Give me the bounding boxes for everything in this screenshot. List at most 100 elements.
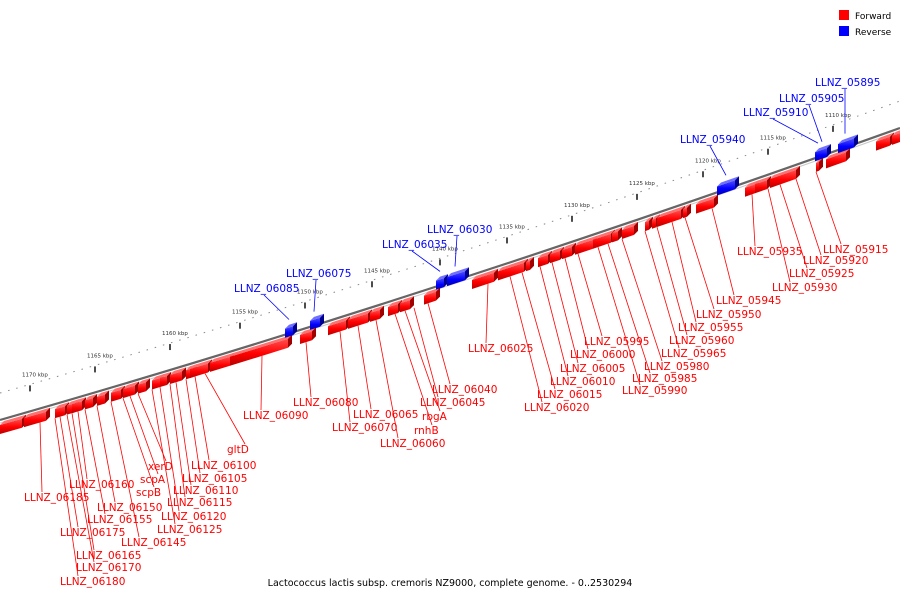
forward-gene-block[interactable] [138,378,150,394]
forward-gene-block[interactable] [348,309,372,329]
forward-gene-block[interactable] [683,203,691,219]
gene-label[interactable]: gltD [227,444,249,456]
gene-label[interactable]: LLNZ_06175 [60,527,125,539]
gene-label[interactable]: LLNZ_05980 [644,361,709,373]
gene-top [622,221,638,230]
forward-gene-block[interactable] [892,129,900,145]
gene-label[interactable]: rbgA [422,411,448,423]
gene-label[interactable]: LLNZ_06025 [468,343,533,355]
forward-gene-block[interactable] [826,148,850,169]
label-leader-line [39,422,43,493]
forward-gene-block[interactable] [230,334,292,366]
gene-label[interactable]: LLNZ_05945 [716,295,781,307]
gene-label[interactable]: LLNZ_06005 [560,363,625,375]
gene-label[interactable]: LLNZ_06090 [243,410,308,422]
reverse-gene-block[interactable] [838,134,858,154]
reverse-gene-block[interactable] [310,313,324,330]
forward-gene-block[interactable] [400,296,414,313]
label-leader-line [772,118,819,144]
gene-label[interactable]: LLNZ_06150 [97,502,162,514]
gene-label[interactable]: LLNZ_06010 [550,376,615,388]
gene-label[interactable]: LLNZ_06105 [182,473,247,485]
forward-gene-block[interactable] [300,327,316,345]
gene-label[interactable]: LLNZ_05940 [680,134,745,146]
forward-gene-block[interactable] [85,394,97,410]
gene-label[interactable]: LLNZ_06045 [420,397,485,409]
forward-gene-block[interactable] [0,414,26,434]
gene-label[interactable]: LLNZ_05995 [584,336,649,348]
gene-face [717,180,735,196]
reverse-gene-block[interactable] [436,274,448,290]
gene-label[interactable]: LLNZ_05950 [696,309,761,321]
forward-gene-block[interactable] [97,390,109,406]
scale-ruler [0,100,900,394]
gene-label[interactable]: LLNZ_06185 [24,492,89,504]
forward-gene-block[interactable] [370,305,384,322]
gene-label[interactable]: scpB [136,487,161,499]
gene-label[interactable]: scpA [140,474,166,486]
gene-label[interactable]: LLNZ_06070 [332,422,397,434]
gene-label[interactable]: LLNZ_06125 [157,524,222,536]
forward-gene-block[interactable] [24,407,50,428]
gene-label[interactable]: LLNZ_05905 [779,93,844,105]
gene-label[interactable]: LLNZ_06030 [427,224,492,236]
gene-label[interactable]: LLNZ_06110 [173,485,238,497]
forward-gene-block[interactable] [816,157,823,172]
gene-label[interactable]: xerD [148,461,173,473]
reverse-gene-block[interactable] [815,143,831,162]
forward-gene-block[interactable] [645,216,653,232]
forward-gene-block[interactable] [472,268,498,289]
gene-top [85,394,97,401]
gene-label[interactable]: LLNZ_06165 [76,550,141,562]
gene-label[interactable]: LLNZ_05930 [772,282,837,294]
gene-label[interactable]: LLNZ_06020 [524,402,589,414]
gene-label[interactable]: LLNZ_06040 [432,384,497,396]
gene-label[interactable]: rnhB [414,425,439,437]
gene-label[interactable]: LLNZ_05990 [622,385,687,397]
gene-label[interactable]: LLNZ_06120 [161,511,226,523]
gene-label[interactable]: LLNZ_05955 [678,322,743,334]
gene-top [388,299,402,308]
gene-label[interactable]: LLNZ_05985 [632,373,697,385]
gene-label[interactable]: LLNZ_06065 [353,409,418,421]
forward-gene-block[interactable] [622,221,638,239]
gene-label[interactable]: LLNZ_06160 [69,479,134,491]
scale-tick-label: 1120 kbp [695,158,721,164]
gene-top [436,274,448,281]
forward-gene-block[interactable] [770,165,800,189]
gene-label[interactable]: LLNZ_05960 [669,335,734,347]
forward-gene-block[interactable] [170,367,186,385]
gene-label[interactable]: LLNZ_06035 [382,239,447,251]
gene-face [310,317,320,330]
gene-label[interactable]: LLNZ_06115 [167,497,232,509]
gene-label[interactable]: LLNZ_06180 [60,576,125,588]
forward-gene-block[interactable] [696,194,718,214]
gene-label[interactable]: LLNZ_05920 [803,255,868,267]
gene-label[interactable]: LLNZ_06080 [293,397,358,409]
gene-label[interactable]: LLNZ_06145 [121,537,186,549]
gene-label[interactable]: LLNZ_05895 [815,77,880,89]
gene-label[interactable]: LLNZ_06075 [286,268,351,280]
label-leader-line [808,104,823,142]
gene-label[interactable]: LLNZ_06060 [380,438,445,450]
forward-gene-block[interactable] [160,371,171,388]
gene-label[interactable]: LLNZ_06085 [234,283,299,295]
gene-label[interactable]: LLNZ_05915 [823,244,888,256]
gene-label[interactable]: LLNZ_05925 [789,268,854,280]
gene-face [892,133,900,145]
gene-label[interactable]: LLNZ_06155 [87,514,152,526]
reverse-gene-block[interactable] [717,176,739,196]
gene-top [97,390,109,397]
gene-label[interactable]: LLNZ_05910 [743,107,808,119]
gene-label[interactable]: LLNZ_05965 [661,348,726,360]
forward-gene-block[interactable] [612,227,622,243]
forward-gene-block[interactable] [526,256,534,272]
label-leader-line [77,411,88,480]
gene-label[interactable]: LLNZ_06015 [537,389,602,401]
reverse-gene-block[interactable] [285,322,297,338]
gene-label[interactable]: LLNZ_05935 [737,246,802,258]
gene-label[interactable]: LLNZ_06100 [191,460,256,472]
gene-label[interactable]: LLNZ_06170 [76,562,141,574]
gene-label[interactable]: LLNZ_06000 [570,349,635,361]
reverse-gene-block[interactable] [447,267,469,287]
